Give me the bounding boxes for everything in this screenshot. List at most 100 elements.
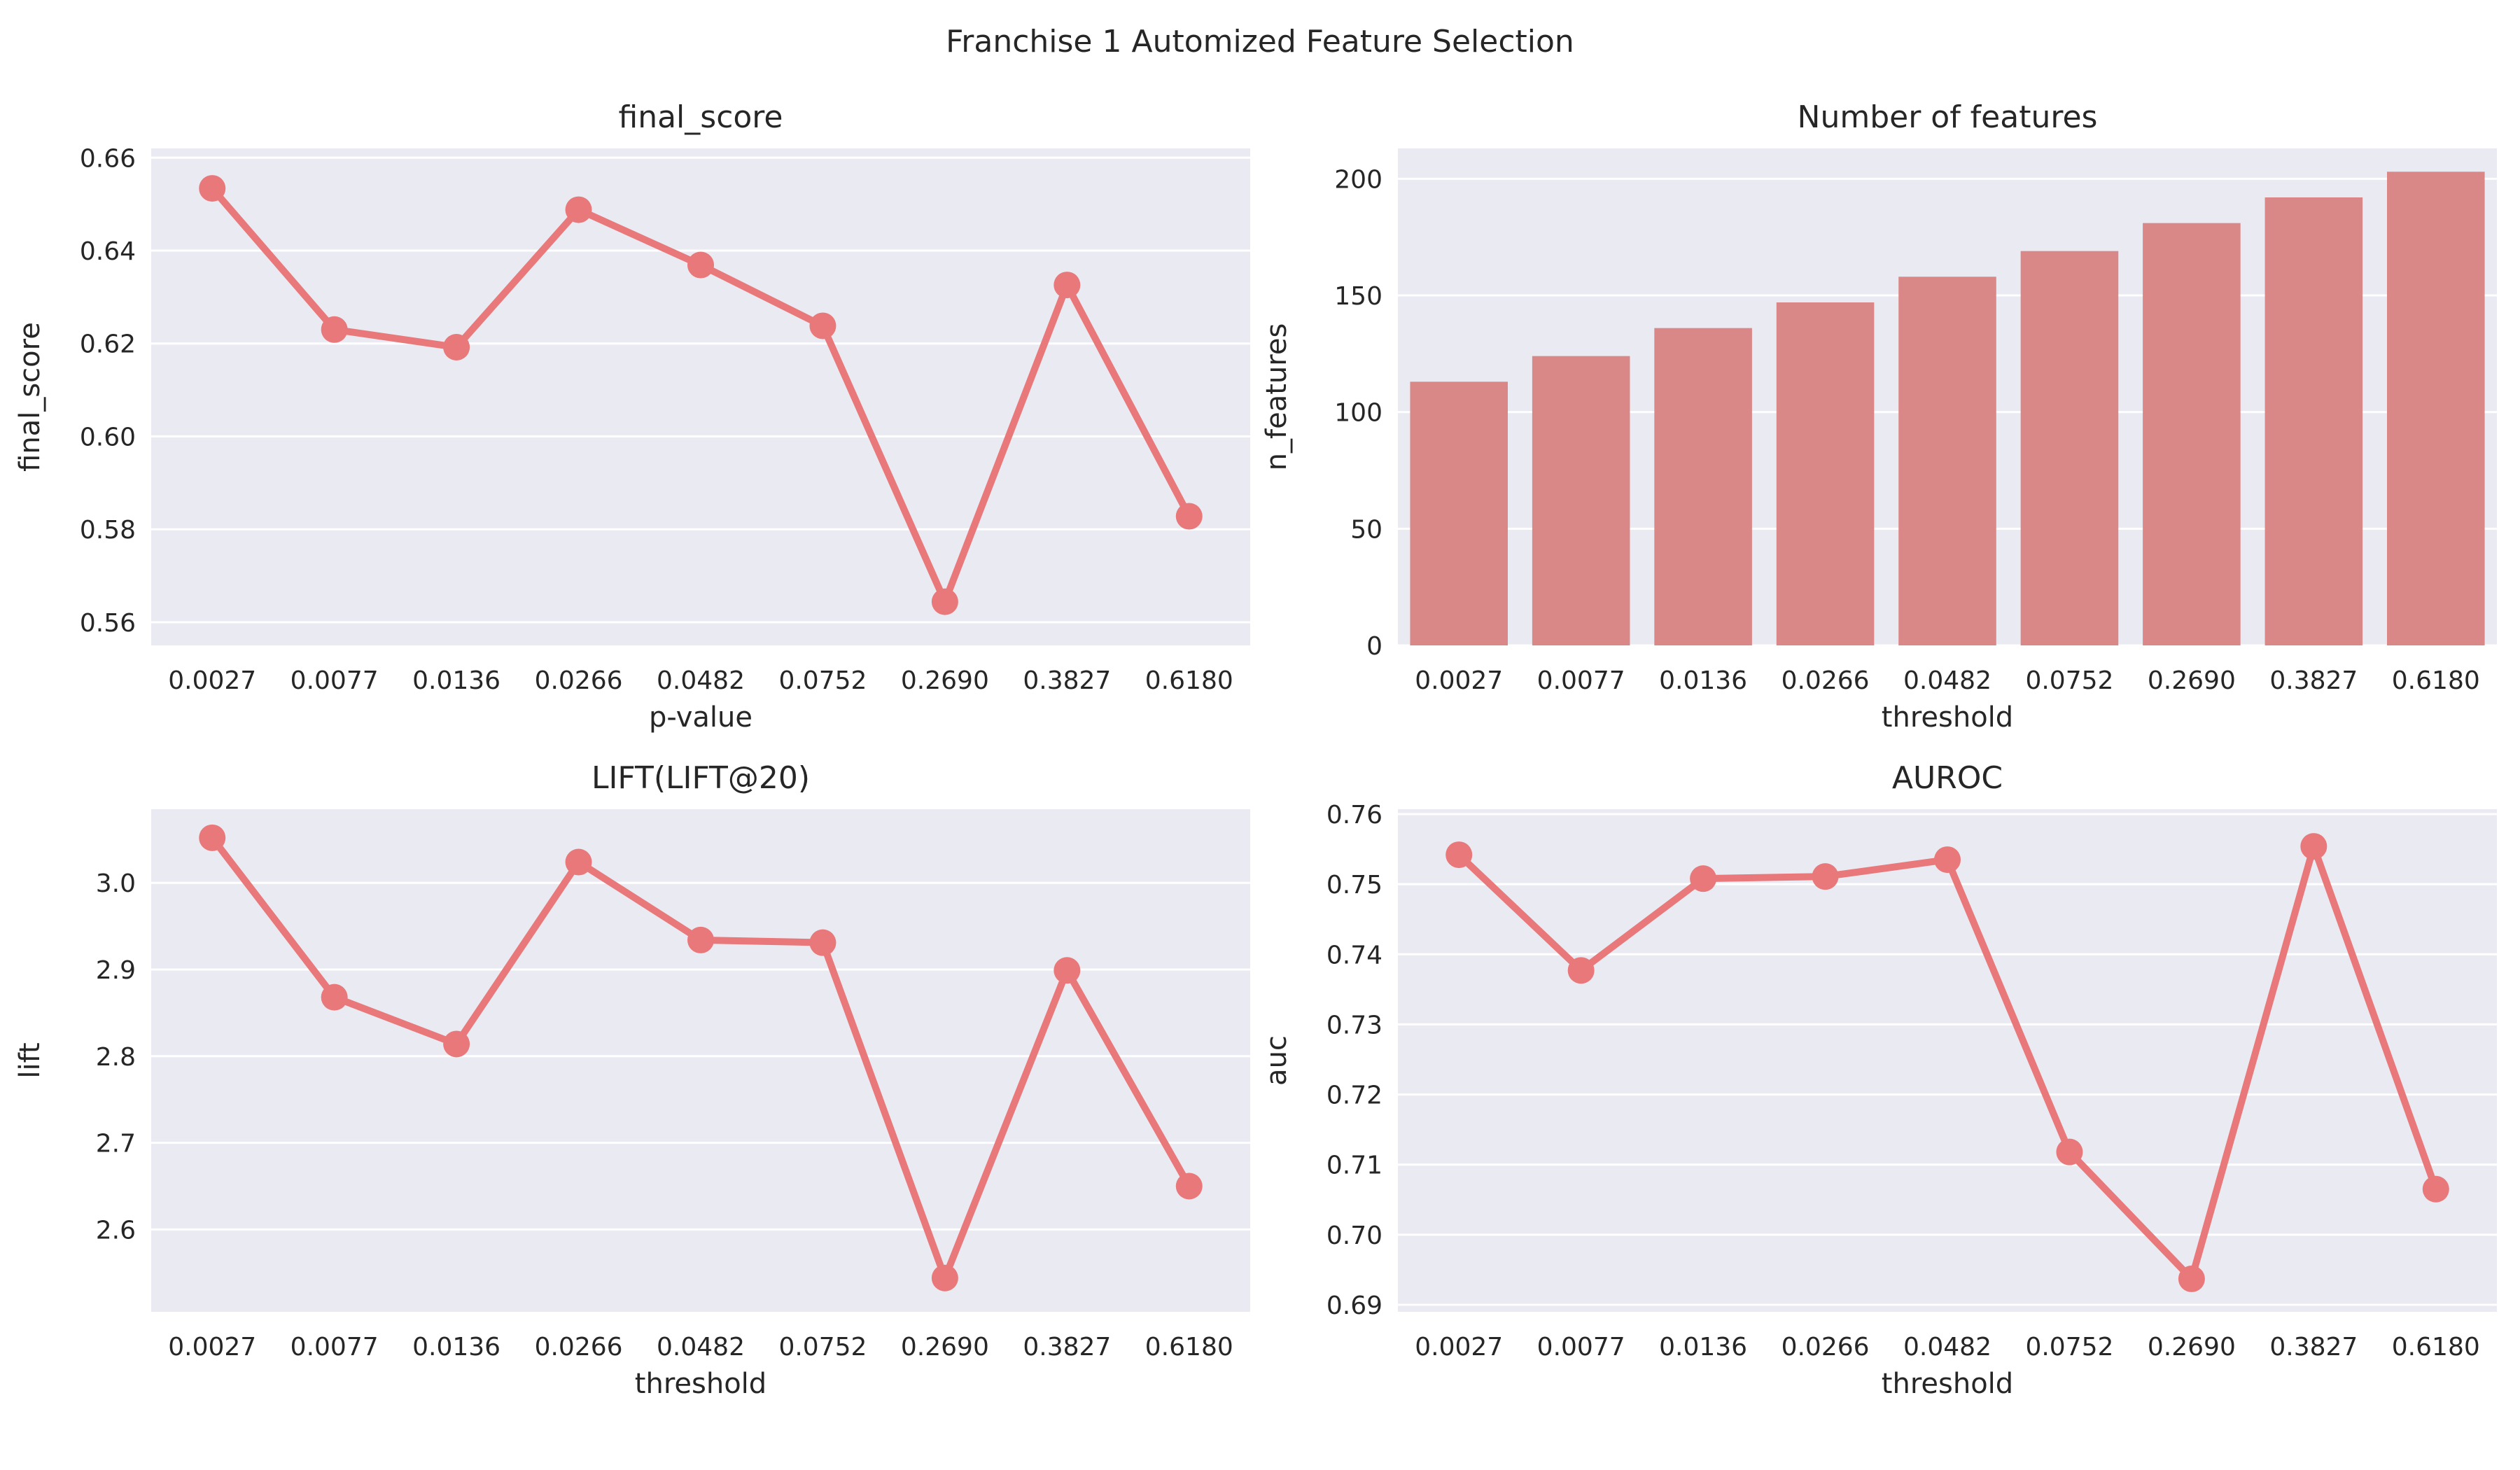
chart-panel-final-score: 0.56 0.58 0.60 0.62 0.64 0.66 0.0027 0.0077 0.01… [14,99,1250,734]
data-point-0-0136 [443,1030,470,1058]
bar-0-2690 [2143,223,2241,646]
x-tick-label: 0.3827 [1023,1333,1111,1362]
y-tick-label: 0.74 [1326,941,1382,969]
data-point-0-0136 [443,334,470,360]
data-point-0-0752 [809,929,836,956]
panel-title: Number of features [1798,99,2098,135]
x-tick-label: 0.0077 [290,1333,379,1362]
data-point-0-6180 [2422,1175,2449,1203]
data-point-0-0027 [199,175,226,202]
y-tick-label: 0.73 [1326,1011,1382,1040]
x-axis-label: threshold [635,1368,766,1400]
x-tick-label: 0.6180 [2392,666,2480,695]
y-axis-label: auc [1261,1035,1293,1086]
x-tick-label: 0.3827 [2269,1333,2358,1362]
x-tick-label: 0.0482 [1903,666,1991,695]
y-axis-label: final_score [14,322,46,472]
bar-0-0266 [1776,302,1875,645]
data-point-0-0482 [1934,846,1961,874]
x-tick-label: 0.0077 [1537,1333,1625,1362]
y-tick-label: 50 [1350,515,1382,544]
x-tick-label: 0.0752 [2025,666,2113,695]
y-tick-label: 2.9 [96,956,136,985]
x-tick-label: 0.0482 [657,1333,745,1362]
x-tick-label: 0.2690 [2148,1333,2236,1362]
bar-0-0136 [1654,328,1752,645]
x-tick-label: 0.0077 [290,666,379,695]
y-tick-label: 150 [1334,282,1382,311]
x-tick-label: 0.2690 [2148,666,2236,695]
y-tick-label: 2.8 [96,1043,136,1072]
y-tick-label: 0 [1366,632,1382,661]
x-axis-label: p-value [649,701,752,734]
x-axis-label: threshold [1882,701,2013,734]
x-tick-label: 0.0752 [778,666,867,695]
data-point-0-0482 [687,926,714,953]
x-tick-label: 0.0136 [412,1333,500,1362]
chart-panel-auroc: 0.69 0.70 0.71 0.72 0.73 0.74 0.75 0.76 0.0027 0.… [1261,760,2497,1400]
data-point-0-0027 [1446,841,1473,869]
x-tick-label: 0.0266 [1782,666,1870,695]
x-tick-label: 0.0482 [657,666,745,695]
y-tick-label: 0.62 [80,330,136,359]
x-tick-label: 0.0136 [1659,666,1747,695]
data-point-0-2690 [2178,1265,2205,1292]
data-point-0-0136 [1690,865,1717,892]
data-point-0-0266 [1812,863,1839,890]
x-tick-label: 0.6180 [1145,1333,1233,1362]
bar-0-3827 [2264,197,2363,645]
plot-area [151,148,1250,645]
bar-0-0752 [2020,251,2119,646]
data-point-0-3827 [1054,957,1081,984]
data-point-0-0752 [809,312,836,340]
data-point-0-0482 [687,251,714,279]
y-tick-label: 0.66 [80,144,136,173]
y-axis-label: lift [14,1042,46,1078]
data-point-0-3827 [1054,272,1081,299]
y-tick-label: 0.76 [1326,801,1382,830]
x-tick-label: 0.6180 [1145,666,1233,695]
x-tick-label: 0.0027 [168,1333,256,1362]
panel-title: AUROC [1892,760,2003,796]
x-tick-label: 0.0266 [535,1333,623,1362]
bar-0-6180 [2387,172,2485,646]
data-point-0-0266 [565,848,592,876]
y-axis-label: n_features [1261,323,1293,471]
x-tick-label: 0.0027 [168,666,256,695]
x-tick-label: 0.0482 [1903,1333,1991,1362]
chart-panel-lift-lift-20: 2.6 2.7 2.8 2.9 3.0 0.0027 0.0077 0.0136 0.0266 0… [14,760,1250,1400]
data-point-0-0752 [2056,1138,2083,1166]
plot-area [1398,809,2497,1312]
x-tick-label: 0.3827 [2269,666,2358,695]
y-tick-label: 2.7 [96,1130,136,1158]
x-tick-label: 0.0752 [778,1333,867,1362]
bar-0-0482 [1898,276,1996,645]
x-tick-label: 0.3827 [1023,666,1111,695]
y-tick-label: 3.0 [96,869,136,898]
x-tick-label: 0.6180 [2392,1333,2480,1362]
x-axis-label: threshold [1882,1368,2013,1400]
chart-panel-number-of-features: 0 50 100 150 200 0.0027 0.0077 0.0136 0.0266 0.04… [1261,99,2497,734]
data-point-0-6180 [1175,503,1203,530]
x-tick-label: 0.0752 [2025,1333,2113,1362]
figure-suptitle: Franchise 1 Automized Feature Selection [946,24,1574,59]
data-point-0-0077 [321,983,348,1011]
y-tick-label: 200 [1334,165,1382,194]
y-tick-label: 0.64 [80,237,136,266]
data-point-0-3827 [2300,833,2328,860]
x-tick-label: 0.2690 [901,666,989,695]
data-point-0-6180 [1175,1172,1203,1200]
y-tick-label: 0.70 [1326,1222,1382,1250]
data-point-0-0027 [199,824,226,851]
y-tick-label: 0.56 [80,609,136,638]
y-tick-label: 100 [1334,399,1382,428]
x-tick-label: 0.0027 [1415,1333,1503,1362]
x-tick-label: 0.0077 [1537,666,1625,695]
x-tick-label: 0.0266 [535,666,623,695]
y-tick-label: 0.75 [1326,871,1382,899]
x-tick-label: 0.0266 [1782,1333,1870,1362]
x-tick-label: 0.0136 [412,666,500,695]
y-tick-label: 0.72 [1326,1082,1382,1110]
x-tick-label: 0.0027 [1415,666,1503,695]
